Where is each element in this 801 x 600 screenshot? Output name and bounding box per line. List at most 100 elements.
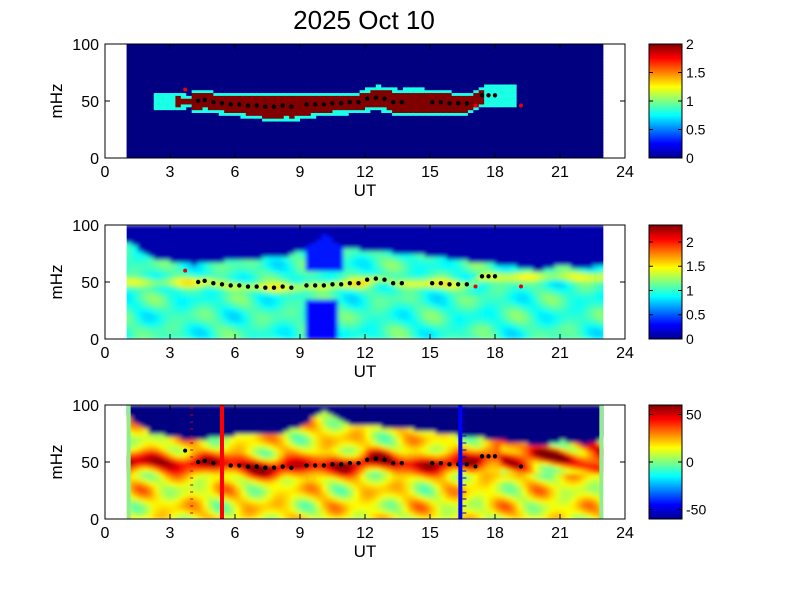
heatmap-cell [142,140,149,145]
heatmap-cell [175,140,182,145]
heatmap-cell [245,52,252,56]
heatmap-cell [392,92,399,96]
heatmap-cell [153,330,160,334]
heatmap-cell [251,262,258,266]
heatmap-cell [142,293,149,297]
heatmap-cell [310,52,317,56]
heatmap-cell [218,126,225,131]
heatmap-cell [451,49,458,54]
heatmap-cell [251,227,258,232]
heatmap-cell [500,55,507,59]
heatmap-cell [516,152,523,156]
heatmap-cell [310,155,317,158]
heatmap-cell [522,55,529,59]
heatmap-cell [435,44,442,48]
heatmap-cell [478,155,485,158]
heatmap-cell [489,72,496,76]
heatmap-cell [446,143,453,148]
heatmap-cell [207,138,214,142]
heatmap-cell [213,106,220,111]
peak-track-point [347,99,353,105]
heatmap-cell [440,92,447,96]
heatmap-cell [170,279,177,283]
heatmap-cell [148,287,155,292]
heatmap-cell [197,155,204,158]
heatmap-cell [256,276,263,280]
heatmap-cell [554,49,561,54]
heatmap-cell [278,75,285,79]
heatmap-cell [278,63,285,68]
heatmap-cell [245,126,252,131]
heatmap-cell [554,55,561,59]
heatmap-cell [197,287,204,292]
heatmap-cell [348,135,355,139]
heatmap-cell [554,58,561,62]
heatmap-cell [354,63,361,68]
heatmap-cell [462,63,469,68]
heatmap-cell [560,112,567,116]
heatmap-cell [180,152,187,156]
heatmap-cell [251,259,258,263]
heatmap-cell [148,78,155,82]
heatmap-cell [397,140,404,145]
heatmap-cell [392,146,399,151]
heatmap-cell [235,296,242,300]
heatmap-cell [538,106,545,111]
heatmap-cell [576,143,583,148]
heatmap-cell [170,330,177,334]
heatmap-cell [148,46,155,51]
heatmap-cell [300,126,307,131]
heatmap-cell [359,69,366,74]
heatmap-cell [218,152,225,156]
heatmap-cell [126,336,133,339]
heatmap-cell [473,152,480,156]
heatmap-cell [489,101,496,105]
heatmap-cell [132,123,139,128]
heatmap-cell [522,129,529,133]
heatmap-cell [478,149,485,153]
heatmap-cell [240,89,247,94]
heatmap-cell [337,118,344,122]
heatmap-cell [197,123,204,128]
heatmap-cell [164,106,171,111]
heatmap-cell [137,81,144,85]
heatmap-cell [218,86,225,91]
heatmap-cell [142,44,149,48]
heatmap-cell [159,69,166,74]
heatmap-cell [262,290,269,294]
heatmap-cell [467,92,474,96]
heatmap-cell [245,225,252,229]
heatmap-cell [300,109,307,113]
heatmap-cell [180,319,187,323]
heatmap-cell [565,106,572,111]
heatmap-cell [202,95,209,99]
heatmap-cell [267,55,274,59]
heatmap-cell [137,262,144,266]
heatmap-cell [289,46,296,51]
heatmap-cell [419,86,426,91]
heatmap-cell [240,316,247,320]
heatmap-cell [570,81,577,85]
heatmap-cell [565,86,572,91]
heatmap-cell [251,101,258,105]
heatmap-cell [321,129,328,133]
heatmap-cell [327,78,334,82]
heatmap-cell [500,63,507,68]
heatmap-cell [126,112,133,116]
heatmap-cell [175,146,182,151]
heatmap-cell [316,61,323,65]
heatmap-cell [386,72,393,76]
heatmap-cell [300,63,307,68]
heatmap-cell [478,61,485,65]
heatmap-cell [224,244,231,249]
heatmap-cell [137,301,144,306]
heatmap-cell [587,58,594,62]
heatmap-cell [186,282,193,286]
heatmap-cell [186,58,193,62]
heatmap-cell [570,52,577,56]
heatmap-cell [218,307,225,312]
heatmap-cell [289,146,296,151]
heatmap-cell [202,227,209,232]
heatmap-cell [505,44,512,48]
heatmap-cell [457,46,464,51]
